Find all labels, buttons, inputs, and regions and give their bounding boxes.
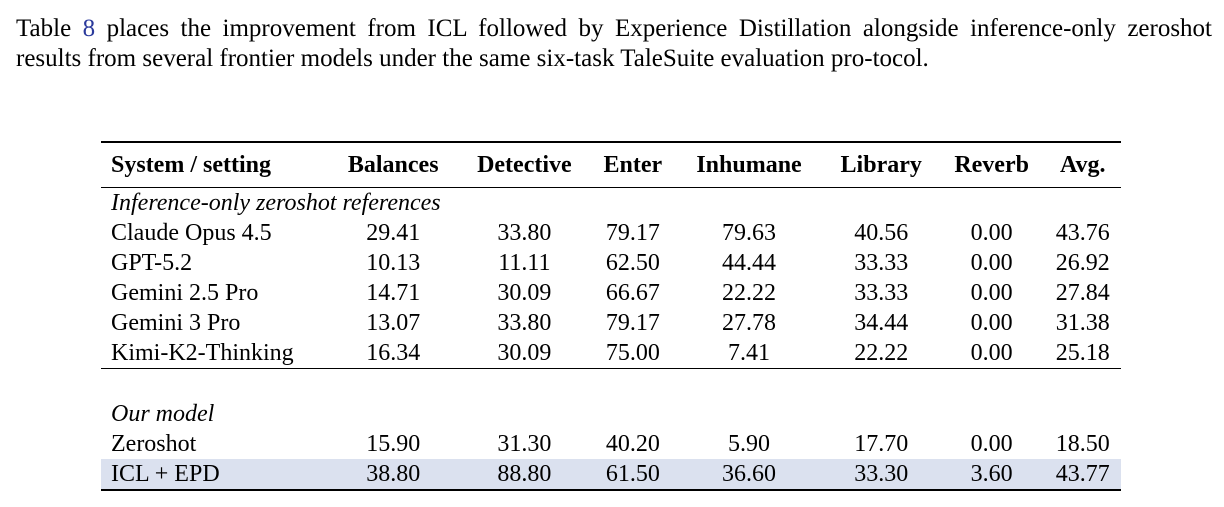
row-system: Gemini 2.5 Pro <box>111 280 259 306</box>
cell-inhumane: 22.22 <box>722 280 777 306</box>
group-label-inference-only: Inference-only zeroshot references <box>111 190 441 216</box>
cell-inhumane: 5.90 <box>728 431 771 457</box>
header-library: Library <box>823 142 939 188</box>
table-row: GPT-5.2 10.13 11.11 62.50 44.44 33.33 0.… <box>101 248 1121 278</box>
table-row: Gemini 2.5 Pro 14.71 30.09 66.67 22.22 3… <box>101 278 1121 308</box>
cell-library: 33.33 <box>854 280 909 306</box>
cell-library: 33.33 <box>854 250 909 276</box>
cell-reverb: 0.00 <box>938 338 1045 369</box>
cell-detective: 31.30 <box>497 431 552 457</box>
cell-avg: 27.84 <box>1055 280 1110 306</box>
cell-avg: 26.92 <box>1055 250 1110 276</box>
group2-spacer <box>101 369 1121 400</box>
cell-balances: 15.90 <box>366 431 421 457</box>
header-system-setting: System / setting <box>101 142 329 188</box>
table-row: Claude Opus 4.5 29.41 33.80 79.17 79.63 … <box>101 218 1121 248</box>
cell-reverb: 0.00 <box>970 310 1013 336</box>
cell-avg: 43.77 <box>1044 459 1121 491</box>
cell-reverb: 0.00 <box>970 220 1013 246</box>
cell-reverb: 3.60 <box>938 459 1045 491</box>
cell-detective: 30.09 <box>497 280 552 306</box>
cell-library: 40.56 <box>854 220 909 246</box>
header-balances: Balances <box>329 142 458 188</box>
cell-balances: 14.71 <box>366 280 421 306</box>
group-label-our-model: Our model <box>111 401 215 427</box>
cell-detective: 33.80 <box>497 220 552 246</box>
row-system: Zeroshot <box>111 431 197 457</box>
cell-detective: 88.80 <box>457 459 592 491</box>
cell-library: 22.22 <box>823 338 939 369</box>
cell-reverb: 0.00 <box>970 280 1013 306</box>
paragraph-text-rest: places the improvement from ICL followed… <box>16 15 1213 72</box>
results-table: System / setting Balances Detective Ente… <box>101 141 1121 491</box>
cell-balances: 10.13 <box>366 250 421 276</box>
cell-enter: 79.17 <box>605 220 660 246</box>
cell-enter: 61.50 <box>591 459 675 491</box>
group1-label-row: Inference-only zeroshot references <box>101 188 1121 219</box>
row-system: ICL + EPD <box>101 459 329 491</box>
header-avg: Avg. <box>1044 142 1121 188</box>
cell-inhumane: 27.78 <box>722 310 777 336</box>
cell-reverb: 0.00 <box>970 250 1013 276</box>
row-system: Kimi-K2-Thinking <box>101 338 329 369</box>
group1-body: Inference-only zeroshot references Claud… <box>101 188 1121 369</box>
table-row: Gemini 3 Pro 13.07 33.80 79.17 27.78 34.… <box>101 308 1121 338</box>
cell-enter: 40.20 <box>605 431 660 457</box>
cell-enter: 66.67 <box>605 280 660 306</box>
cell-avg: 18.50 <box>1055 431 1110 457</box>
cell-inhumane: 36.60 <box>674 459 824 491</box>
cell-detective: 11.11 <box>498 250 551 276</box>
paragraph-text-start: Table <box>16 15 83 42</box>
highlighted-table-row: ICL + EPD 38.80 88.80 61.50 36.60 33.30 … <box>101 459 1121 491</box>
cell-detective: 33.80 <box>497 310 552 336</box>
cell-enter: 79.17 <box>605 310 660 336</box>
cell-detective: 30.09 <box>457 338 592 369</box>
header-enter: Enter <box>591 142 675 188</box>
row-system: Gemini 3 Pro <box>111 310 241 336</box>
table-header-row: System / setting Balances Detective Ente… <box>101 142 1121 188</box>
group2-body: Our model Zeroshot 15.90 31.30 40.20 5.9… <box>101 369 1121 491</box>
cell-enter: 75.00 <box>591 338 675 369</box>
header-reverb: Reverb <box>938 142 1045 188</box>
results-table-wrapper: System / setting Balances Detective Ente… <box>101 141 1121 491</box>
cell-inhumane: 44.44 <box>722 250 777 276</box>
cell-library: 33.30 <box>823 459 939 491</box>
header-inhumane: Inhumane <box>674 142 824 188</box>
cell-balances: 38.80 <box>329 459 458 491</box>
intro-paragraph: Table 8 places the improvement from ICL … <box>16 14 1212 74</box>
table-reference-link[interactable]: 8 <box>82 15 96 42</box>
cell-balances: 29.41 <box>366 220 421 246</box>
row-system: Claude Opus 4.5 <box>111 220 272 246</box>
cell-avg: 43.76 <box>1055 220 1110 246</box>
cell-library: 17.70 <box>854 431 909 457</box>
group2-label-row: Our model <box>101 399 1121 429</box>
cell-avg: 31.38 <box>1055 310 1110 336</box>
row-system: GPT-5.2 <box>111 250 193 276</box>
cell-inhumane: 7.41 <box>674 338 824 369</box>
cell-library: 34.44 <box>854 310 909 336</box>
table-row: Kimi-K2-Thinking 16.34 30.09 75.00 7.41 … <box>101 338 1121 369</box>
cell-reverb: 0.00 <box>970 431 1013 457</box>
cell-avg: 25.18 <box>1044 338 1121 369</box>
cell-inhumane: 79.63 <box>722 220 777 246</box>
header-detective: Detective <box>457 142 592 188</box>
cell-balances: 13.07 <box>366 310 421 336</box>
cell-enter: 62.50 <box>605 250 660 276</box>
cell-balances: 16.34 <box>329 338 458 369</box>
table-row: Zeroshot 15.90 31.30 40.20 5.90 17.70 0.… <box>101 429 1121 459</box>
